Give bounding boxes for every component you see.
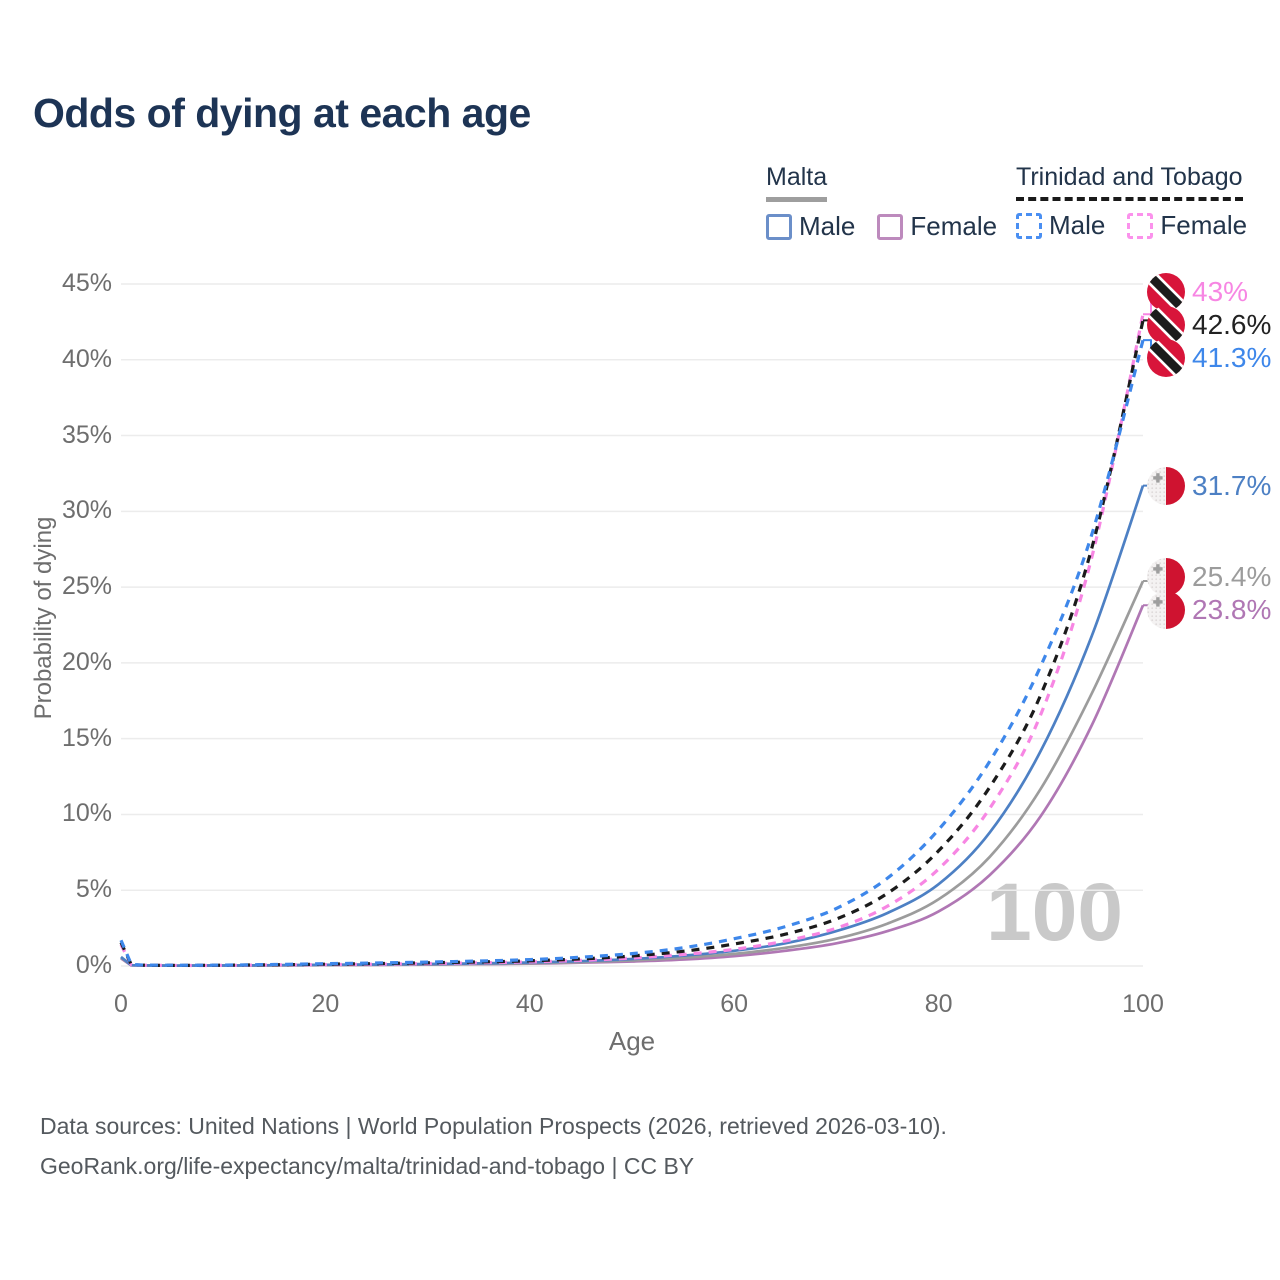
end-label-value-malta-female: 23.8% xyxy=(1192,593,1272,625)
trinidad-tobago-flag-icon xyxy=(1147,338,1185,377)
legend-label-malta-male[interactable]: Male xyxy=(799,211,856,241)
legend-group-trinidad-tobago: Trinidad and Tobago Male Female xyxy=(1016,163,1269,241)
malta-flag-icon xyxy=(1147,590,1185,629)
footer-attribution: GeoRank.org/life-expectancy/malta/trinid… xyxy=(40,1153,695,1179)
y-tick-5: 5% xyxy=(75,875,112,904)
age-watermark: 100 xyxy=(986,867,1123,958)
y-tick-35: 35% xyxy=(61,420,112,449)
trinidad-tobago-flag-icon xyxy=(1147,305,1185,344)
legend-swatch-malta-male[interactable] xyxy=(766,213,792,240)
x-tick-100: 100 xyxy=(1122,990,1164,1018)
end-label-malta-male: 31.7% xyxy=(1147,466,1272,505)
malta-flag-icon xyxy=(1147,557,1185,596)
malta-flag-icon xyxy=(1147,466,1185,505)
gridlines xyxy=(121,283,1143,967)
y-tick-20: 20% xyxy=(61,647,112,676)
trinidad-tobago-flag-icon xyxy=(1147,305,1185,344)
series-line-trinidad-tobago-total xyxy=(119,320,1145,968)
end-label-value-trinidad-tobago-total: 42.6% xyxy=(1192,308,1272,340)
series-line-malta-total xyxy=(120,580,1145,968)
legend-country-malta: Malta xyxy=(766,163,828,202)
footer: Data sources: United Nations | World Pop… xyxy=(40,1106,947,1186)
series-line-trinidad-tobago-female xyxy=(119,313,1145,968)
end-label-value-trinidad-tobago-female: 43% xyxy=(1192,275,1249,307)
x-tick-0: 0 xyxy=(114,990,128,1018)
end-label-trinidad-tobago-male: 41.3% xyxy=(1147,338,1272,377)
y-tick-25: 25% xyxy=(61,572,112,601)
legend-items-malta: Male Female xyxy=(766,211,1019,242)
legend-swatch-trinidad-female[interactable] xyxy=(1127,212,1154,239)
legend-swatch-malta-female[interactable] xyxy=(877,213,904,240)
end-label-malta-female: 23.8% xyxy=(1147,590,1272,629)
trinidad-tobago-flag-icon xyxy=(1147,338,1185,377)
series-line-malta-female xyxy=(120,604,1145,968)
legend-label-malta-female[interactable]: Female xyxy=(910,211,998,241)
malta-flag-icon xyxy=(1147,557,1185,596)
x-tick-20: 20 xyxy=(311,990,340,1018)
y-tick-40: 40% xyxy=(61,344,112,373)
legend-items-trinidad-tobago: Male Female xyxy=(1016,210,1269,241)
legend-swatch-trinidad-male[interactable] xyxy=(1016,212,1042,239)
y-tick-45: 45% xyxy=(61,269,112,297)
end-label-trinidad-tobago-female: 43% xyxy=(1147,272,1249,311)
x-tick-40: 40 xyxy=(515,990,544,1018)
x-axis-title: Age xyxy=(608,1026,656,1056)
y-tick-30: 30% xyxy=(61,496,112,525)
end-label-malta-total: 25.4% xyxy=(1147,557,1272,596)
end-label-trinidad-tobago-total: 42.6% xyxy=(1147,305,1272,344)
trinidad-tobago-flag-icon xyxy=(1147,272,1185,311)
page-title: Odds of dying at each age xyxy=(33,90,531,136)
y-tick-15: 15% xyxy=(61,723,112,752)
legend-country-trinidad-tobago: Trinidad and Tobago xyxy=(1016,163,1243,201)
y-tick-0: 0% xyxy=(75,951,112,979)
legend-label-trinidad-male[interactable]: Male xyxy=(1049,210,1106,240)
legend-group-malta: Malta Male Female xyxy=(766,163,1019,242)
y-tick-10: 10% xyxy=(61,799,112,828)
malta-flag-icon xyxy=(1147,590,1185,629)
series-line-malta-male xyxy=(120,485,1145,968)
trinidad-tobago-flag-icon xyxy=(1147,272,1185,311)
footer-sources: Data sources: United Nations | World Pop… xyxy=(40,1113,947,1139)
series-line-trinidad-tobago-male xyxy=(119,339,1145,967)
end-label-value-trinidad-tobago-male: 41.3% xyxy=(1192,341,1272,373)
end-label-value-malta-total: 25.4% xyxy=(1192,560,1272,592)
x-tick-60: 60 xyxy=(720,990,749,1018)
legend-label-trinidad-female[interactable]: Female xyxy=(1160,210,1248,240)
end-label-value-malta-male: 31.7% xyxy=(1192,469,1272,501)
x-tick-80: 80 xyxy=(924,990,953,1018)
malta-flag-icon xyxy=(1147,466,1185,505)
